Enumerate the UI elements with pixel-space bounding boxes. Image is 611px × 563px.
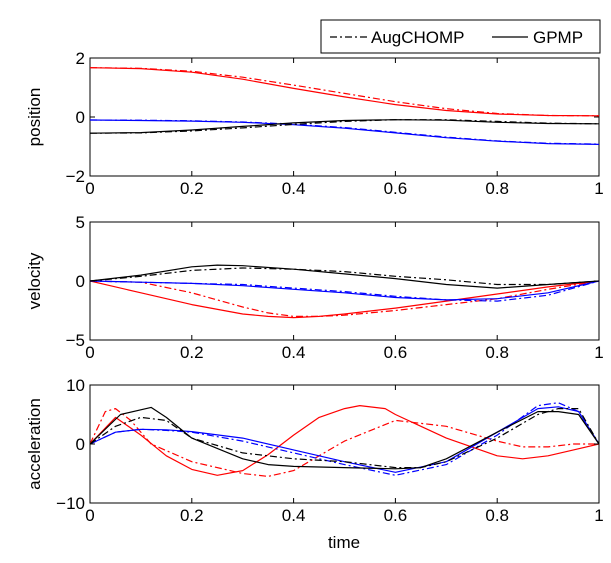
velocity-plot-frame (89, 221, 600, 341)
position-series-augchomp-4 (90, 119, 599, 134)
acceleration-ytick-label: −10 (56, 494, 85, 513)
acceleration-ylabel: acceleration (25, 398, 44, 490)
velocity-xtick-label: 0.2 (180, 343, 204, 362)
acceleration-ytick-label: 0 (76, 435, 85, 454)
acceleration-xtick-label: 0.6 (384, 506, 408, 525)
position-series-gpmp-5 (90, 119, 599, 134)
velocity-series-gpmp-3 (90, 280, 599, 301)
velocity-ytick-label: 5 (76, 213, 85, 232)
velocity-ylabel: velocity (25, 252, 44, 309)
time-xlabel: time (328, 533, 360, 552)
velocity-xtick-label: 0.8 (485, 343, 509, 362)
legend: AugCHOMP GPMP (320, 19, 601, 54)
legend-box (320, 19, 601, 54)
acceleration-series-gpmp-1 (90, 405, 599, 476)
acceleration-xtick-label: 0 (85, 506, 94, 525)
velocity-series-augchomp-2 (90, 280, 599, 302)
acceleration-plot-frame (89, 384, 600, 504)
position-xtick-label: 0.2 (180, 179, 204, 198)
velocity-ytick-label: −5 (66, 331, 85, 350)
acceleration-ytick-label: 10 (66, 376, 85, 395)
acceleration-series-augchomp-2 (90, 402, 599, 476)
position-series-gpmp-3 (90, 119, 599, 145)
velocity-series-gpmp-5 (90, 264, 599, 289)
velocity-xtick-label: 0 (85, 343, 94, 362)
position-xtick-label: 0 (85, 179, 94, 198)
position-series-augchomp-0 (90, 67, 599, 117)
acceleration-xtick-label: 0.4 (282, 506, 306, 525)
velocity-xtick-label: 1 (594, 343, 603, 362)
acceleration-xtick-label: 0.8 (485, 506, 509, 525)
position-xtick-label: 0.8 (485, 179, 509, 198)
position-ylabel: position (25, 88, 44, 147)
position-ytick-label: 2 (76, 49, 85, 68)
acceleration-xtick-label: 1 (594, 506, 603, 525)
velocity-panel: velocity 0 0.2 0.4 0.6 0.8 1−505 (25, 213, 604, 362)
velocity-xtick-label: 0.6 (384, 343, 408, 362)
position-xtick-label: 0.4 (282, 179, 306, 198)
position-plot-frame (89, 57, 600, 177)
velocity-ytick-label: 0 (76, 272, 85, 291)
position-xtick-label: 1 (594, 179, 603, 198)
acceleration-series-gpmp-3 (90, 406, 599, 473)
legend-label-augchomp: AugCHOMP (371, 28, 465, 47)
acceleration-series-gpmp-5 (90, 406, 599, 470)
position-ytick-label: 0 (76, 108, 85, 127)
acceleration-series-augchomp-0 (90, 408, 599, 477)
position-panel: position 0 0.2 0.4 0.6 0.8 1−202 (25, 49, 604, 198)
position-series-gpmp-1 (90, 67, 599, 117)
velocity-series-augchomp-4 (90, 267, 599, 286)
position-ytick-label: −2 (66, 167, 85, 186)
position-xtick-label: 0.6 (384, 179, 408, 198)
legend-label-gpmp: GPMP (533, 28, 583, 47)
acceleration-xtick-label: 0.2 (180, 506, 204, 525)
velocity-xtick-label: 0.4 (282, 343, 306, 362)
velocity-series-gpmp-1 (90, 280, 599, 319)
